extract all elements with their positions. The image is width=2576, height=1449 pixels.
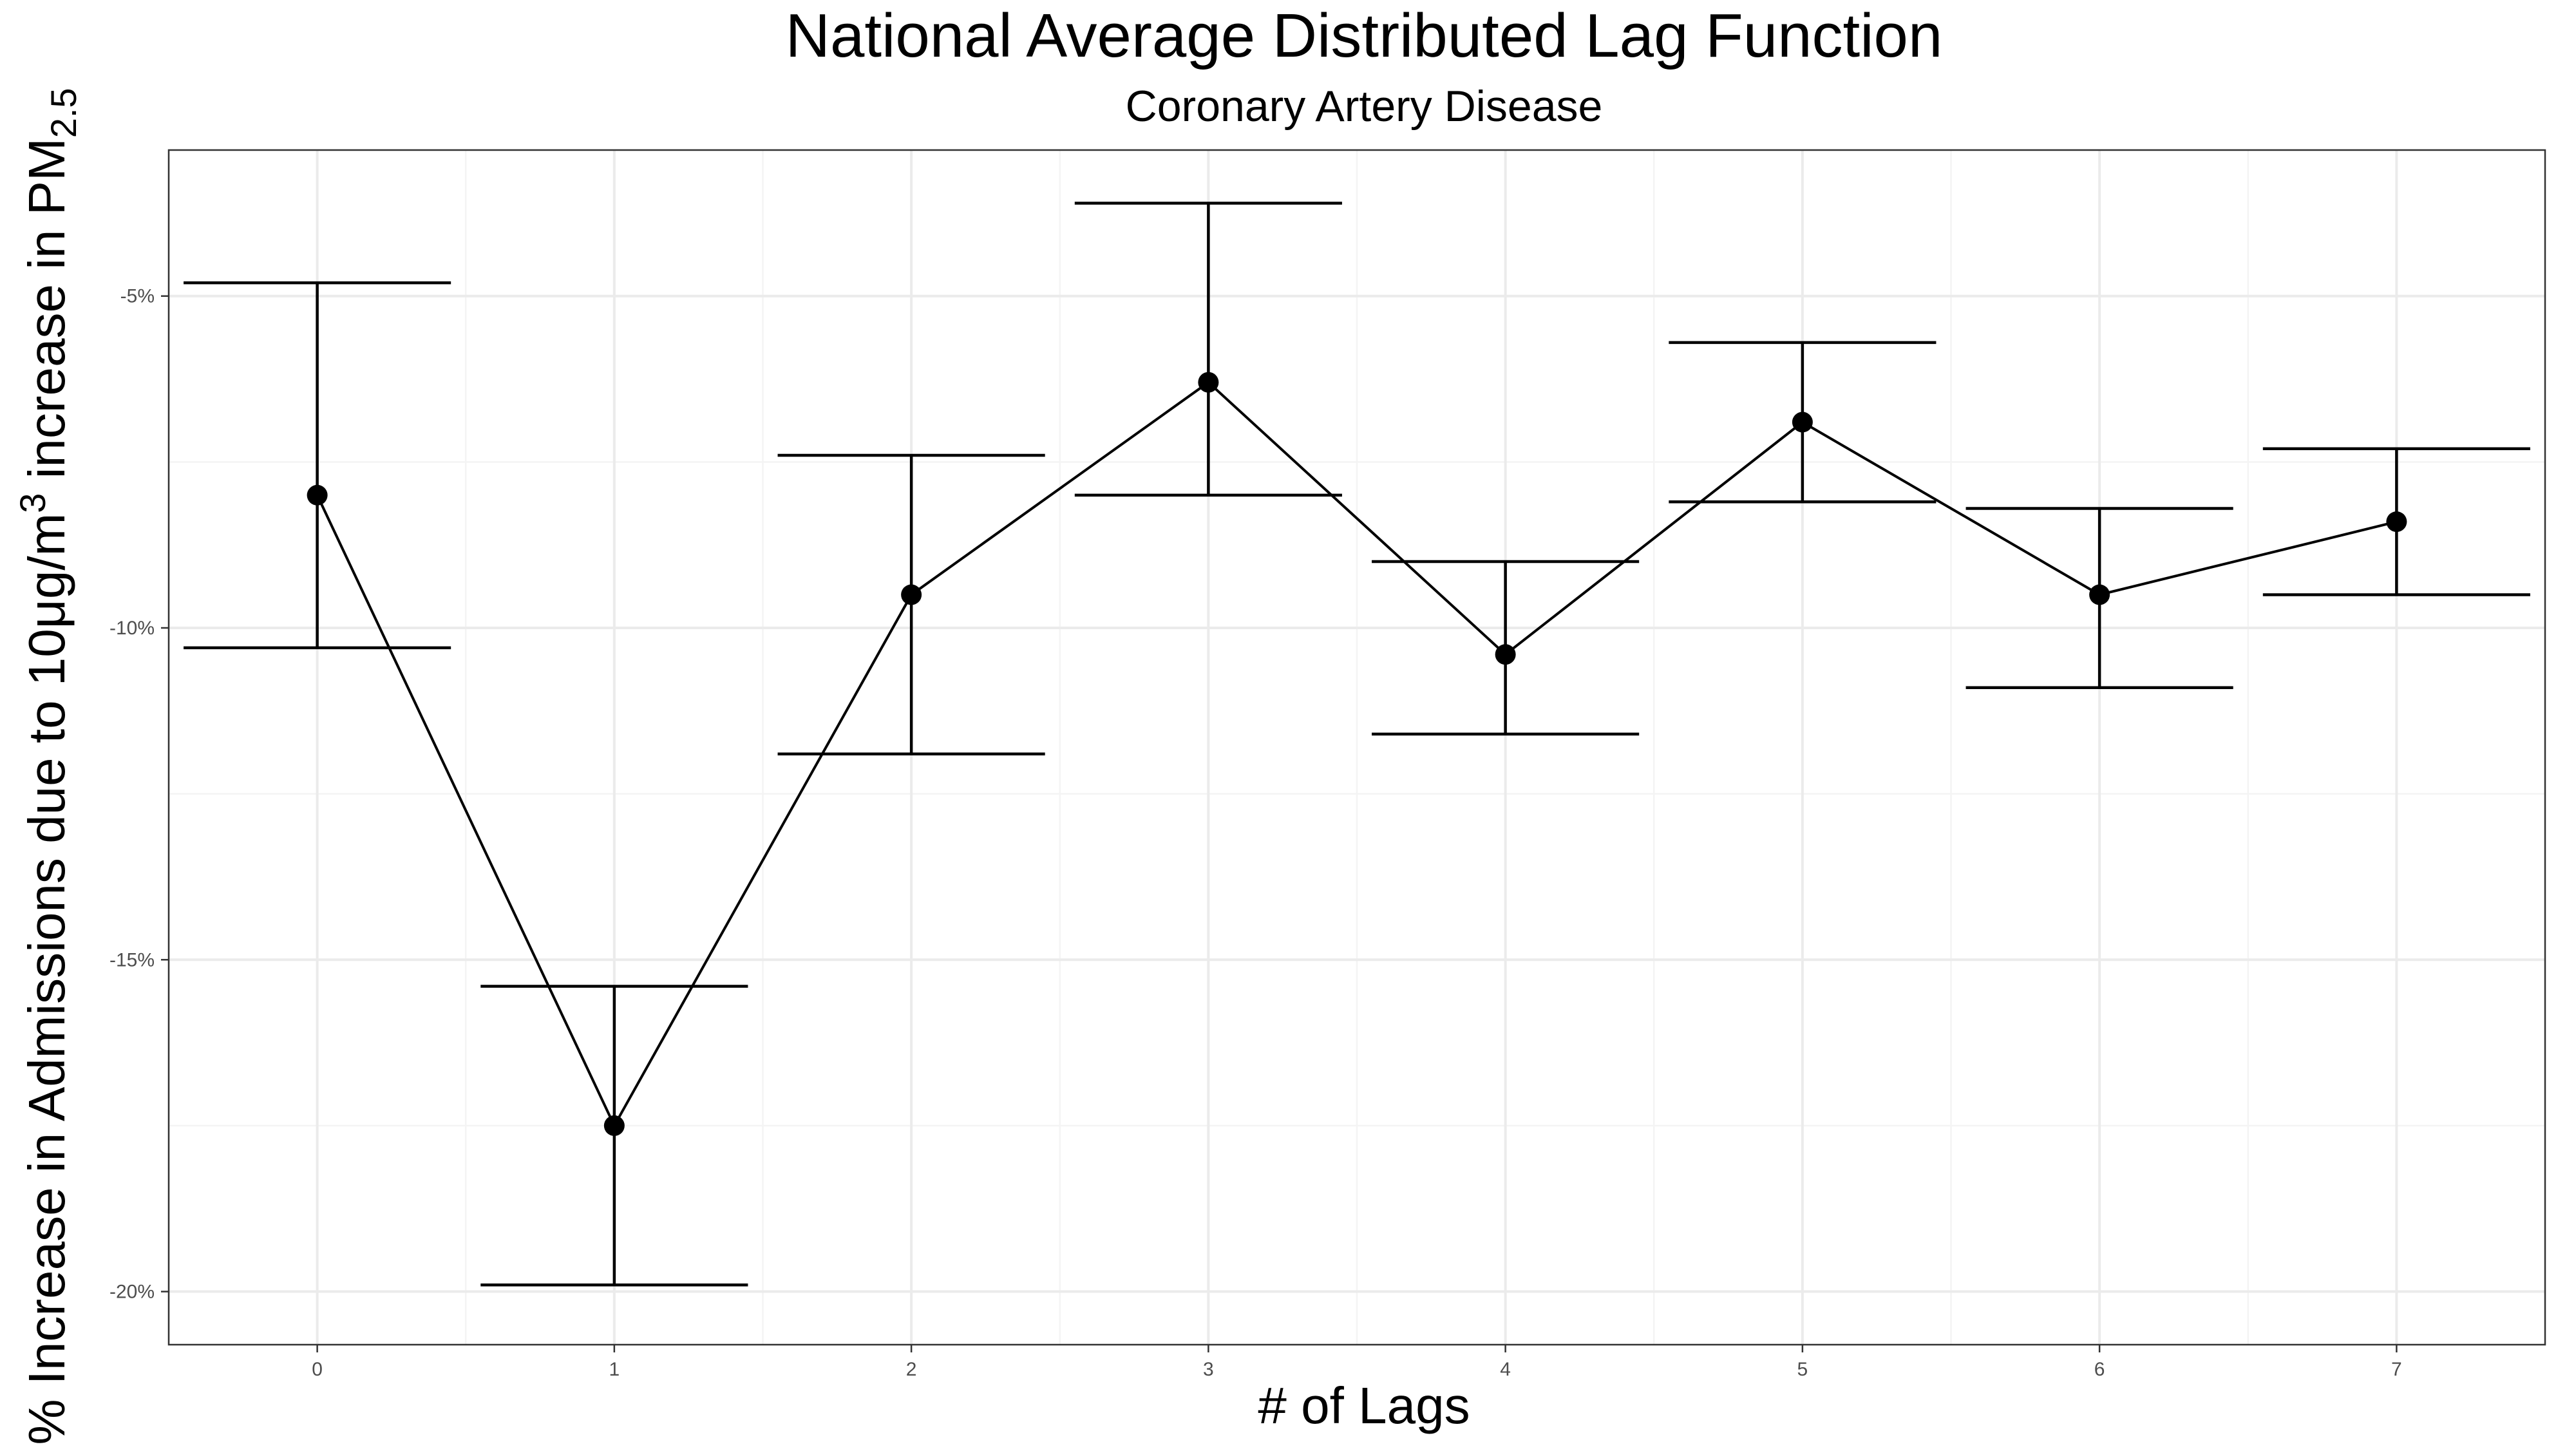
gridlines: [167, 150, 2546, 1345]
plot-border: [167, 149, 2546, 1346]
chart-title: National Average Distributed Lag Functio…: [786, 1, 1943, 70]
y-tick-label: -5%: [120, 286, 155, 307]
y-axis-title-subscript: 2.5: [43, 88, 84, 138]
error-bar: [1074, 202, 1342, 497]
chart-subtitle: Coronary Artery Disease: [1126, 82, 1603, 131]
y-tick-label: -15%: [109, 949, 155, 971]
y-axis-title-middle: increase in PM: [18, 138, 75, 493]
data-point: [307, 484, 328, 506]
y-tick-label: -10%: [109, 618, 155, 639]
data-series: [184, 202, 2530, 1287]
data-point: [1495, 644, 1516, 665]
series-line: [316, 381, 2397, 1129]
data-point: [901, 584, 922, 605]
data-point: [1792, 412, 1813, 433]
data-point: [2089, 584, 2110, 605]
x-tick-label: 1: [609, 1359, 620, 1380]
x-tick-label: 6: [2094, 1359, 2105, 1380]
x-tick-label: 2: [906, 1359, 917, 1380]
x-axis-title: # of Lags: [1258, 1377, 1470, 1434]
x-tick-label: 3: [1203, 1359, 1214, 1380]
data-point: [1198, 372, 1219, 393]
error-bar: [184, 281, 451, 650]
y-axis-title: % Increase in Admissions due to 10μg/m3 …: [12, 88, 84, 1444]
data-point: [2386, 511, 2407, 533]
x-tick-label: 7: [2391, 1359, 2402, 1380]
y-tick-label: -20%: [109, 1282, 155, 1303]
x-tick-label: 4: [1500, 1359, 1511, 1380]
x-tick-label: 5: [1797, 1359, 1808, 1380]
axes: -5% -10% -15% -20% 0 1 2 3 4 5 6 7: [109, 286, 2402, 1380]
data-point: [603, 1115, 625, 1136]
x-tick-label: 0: [312, 1359, 323, 1380]
y-axis-title-main: % Increase in Admissions due to 10μg/m: [18, 513, 75, 1445]
y-axis-title-superscript: 3: [12, 493, 53, 513]
